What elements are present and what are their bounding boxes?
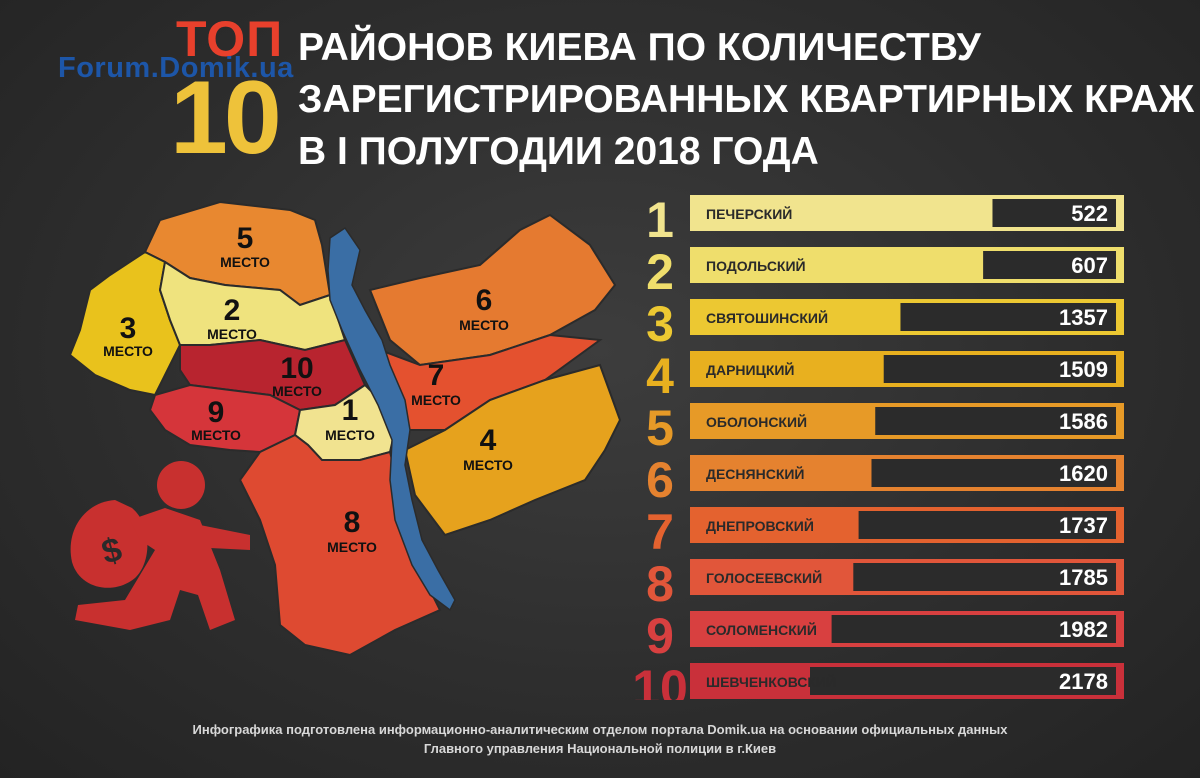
map-label-7: 7 МЕСТО	[411, 359, 461, 408]
district-name: ОБОЛОНСКИЙ	[706, 413, 807, 430]
bar-value-fill	[871, 459, 1116, 487]
svg-text:МЕСТО: МЕСТО	[191, 427, 241, 443]
svg-text:7: 7	[428, 359, 445, 392]
rank-number: 7	[646, 504, 674, 560]
svg-text:10: 10	[280, 352, 313, 385]
kyiv-district-map: 5 МЕСТО 3 МЕСТО 2 МЕСТО 10 МЕСТО 9 МЕСТО…	[68, 200, 622, 657]
rank-number: 4	[646, 348, 674, 404]
map-label-8: 8 МЕСТО	[327, 506, 377, 555]
map-region-7	[378, 333, 603, 431]
svg-text:1: 1	[342, 394, 359, 427]
top-label: ТОП	[176, 11, 284, 67]
bar-value-fill	[875, 407, 1116, 435]
theft-bar-chart: 1 ПЕЧЕРСКИЙ 522 2 ПОДОЛЬСКИЙ 607 3 СВЯТОШИНСКИЙ…	[632, 192, 1124, 700]
map-label-3: 3 МЕСТО	[103, 312, 153, 359]
svg-text:3: 3	[120, 312, 137, 345]
svg-text:МЕСТО: МЕСТО	[411, 392, 461, 408]
thief-icon	[70, 461, 250, 630]
map-label-2: 2 МЕСТО	[207, 294, 257, 342]
bar-value-fill	[853, 563, 1116, 591]
district-name: ДНЕПРОВСКИЙ	[706, 517, 814, 534]
svg-text:9: 9	[208, 396, 225, 429]
rank-number: 5	[646, 400, 674, 456]
bar-value-fill	[858, 511, 1116, 539]
map-region-8	[238, 433, 442, 657]
footer-note: Инфографика подготовлена информационно-а…	[0, 720, 1200, 758]
district-value: 1737	[1059, 513, 1108, 538]
title-line-2: ЗАРЕГИСТРИРОВАННЫХ КВАРТИРНЫХ КРАЖ	[298, 78, 1194, 121]
footer-line-2: Главного управления Национальной полиции…	[423, 741, 777, 756]
bar-value-fill	[983, 251, 1116, 279]
district-name: СОЛОМЕНСКИЙ	[706, 621, 817, 638]
rank-number: 1	[646, 192, 674, 248]
svg-text:4: 4	[480, 424, 497, 457]
svg-text:МЕСТО: МЕСТО	[220, 254, 270, 270]
dnipro-river	[327, 226, 456, 612]
district-value: 2178	[1059, 669, 1108, 694]
district-name: СВЯТОШИНСКИЙ	[706, 309, 828, 326]
title-line-3: В I ПОЛУГОДИИ 2018 ГОДА	[298, 130, 819, 173]
svg-text:МЕСТО: МЕСТО	[272, 383, 322, 399]
footer-line-1: Инфографика подготовлена информационно-а…	[192, 722, 1008, 737]
district-name: ШЕВЧЕНКОВСКИЙ	[706, 673, 836, 690]
map-label-10: 10 МЕСТО	[272, 352, 322, 399]
rank-number: 3	[646, 296, 674, 352]
svg-text:МЕСТО: МЕСТО	[207, 326, 257, 342]
svg-text:МЕСТО: МЕСТО	[327, 539, 377, 555]
map-label-9: 9 МЕСТО	[191, 396, 241, 443]
district-value: 522	[1071, 201, 1108, 226]
svg-text:6: 6	[476, 284, 493, 317]
bar-value-fill	[810, 667, 1116, 695]
svg-text:МЕСТО: МЕСТО	[103, 343, 153, 359]
district-name: ПЕЧЕРСКИЙ	[706, 205, 792, 222]
svg-text:МЕСТО: МЕСТО	[325, 427, 375, 443]
district-name: ДАРНИЦКИЙ	[706, 361, 795, 378]
top-number: 10	[170, 60, 282, 176]
district-value: 1509	[1059, 357, 1108, 382]
svg-text:МЕСТО: МЕСТО	[459, 317, 509, 333]
rank-number: 6	[646, 452, 674, 508]
rank-number: 9	[646, 608, 674, 664]
page-title: РАЙОНОВ КИЕВА ПО КОЛИЧЕСТВУ ЗАРЕГИСТРИРО…	[298, 22, 1194, 178]
bar-value-fill	[831, 615, 1116, 643]
district-name: ПОДОЛЬСКИЙ	[706, 257, 806, 274]
rank-number: 10	[632, 660, 688, 700]
map-label-4: 4 МЕСТО	[463, 424, 513, 473]
svg-text:5: 5	[237, 222, 254, 255]
district-value: 1620	[1059, 461, 1108, 486]
district-name: ДЕСНЯНСКИЙ	[706, 465, 805, 482]
bar-value-fill	[883, 355, 1116, 383]
title-line-1: РАЙОНОВ КИЕВА ПО КОЛИЧЕСТВУ	[298, 26, 981, 69]
district-value: 607	[1071, 253, 1108, 278]
district-value: 1785	[1059, 565, 1108, 590]
svg-text:2: 2	[224, 294, 241, 327]
bar-value-fill	[992, 199, 1116, 227]
rank-number: 2	[646, 244, 674, 300]
svg-text:8: 8	[344, 506, 361, 539]
district-value: 1357	[1059, 305, 1108, 330]
district-value: 1982	[1059, 617, 1108, 642]
district-name: ГОЛОСЕЕВСКИЙ	[706, 569, 822, 586]
svg-text:МЕСТО: МЕСТО	[463, 457, 513, 473]
map-region-4	[403, 363, 622, 537]
watermark: Forum.Domik.ua	[58, 52, 294, 84]
map-label-6: 6 МЕСТО	[459, 284, 509, 333]
map-label-1: 1 МЕСТО	[325, 394, 375, 443]
bar-value-fill	[900, 303, 1116, 331]
district-value: 1586	[1059, 409, 1108, 434]
rank-number: 8	[646, 556, 674, 612]
map-label-5: 5 МЕСТО	[220, 222, 270, 270]
